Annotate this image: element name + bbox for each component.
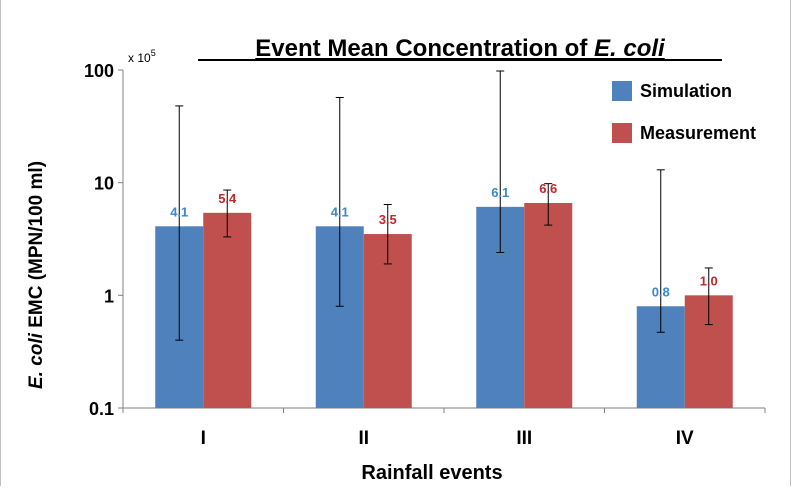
value-label: 6.6 — [539, 181, 557, 196]
legend-label: Simulation — [640, 81, 732, 101]
y-tick-label: 1 — [104, 286, 114, 306]
legend-swatch — [612, 123, 632, 143]
chart-title-main: Event Mean Concentration of — [255, 35, 594, 62]
x-tick-label: IV — [676, 428, 694, 449]
legend-label: Measurement — [640, 123, 756, 143]
x-axis-label: Rainfall events — [361, 462, 502, 484]
legend-swatch — [612, 81, 632, 101]
y-axis-label: E. coli EMC (MPN/100 ml) — [26, 161, 47, 389]
y-tick-label: 10 — [94, 174, 114, 194]
x-ticks: I II III IV — [122, 408, 766, 449]
y-axis-label-rest: EMC (MPN/100 ml) — [26, 161, 47, 333]
value-label: 1.0 — [700, 273, 718, 288]
value-label: 6.1 — [491, 185, 509, 200]
bars — [155, 202, 733, 408]
chart-title: Event Mean Concentration of E. coli — [255, 35, 666, 62]
scale-note: x 105 — [128, 48, 156, 65]
value-label: 3.5 — [379, 212, 397, 227]
value-labels: 4.1 4.1 6.1 0.8 5.4 3.5 6.6 1.0 — [170, 181, 718, 299]
scale-note-base: x 10 — [128, 51, 151, 65]
x-tick-label: I — [201, 428, 206, 449]
bar-measurement — [203, 212, 252, 408]
value-label: 4.1 — [170, 204, 188, 219]
y-tick-label: 0.1 — [89, 399, 114, 419]
y-axis-label-italic: E. coli — [26, 332, 47, 389]
chart-title-italic: E. coli — [594, 35, 666, 62]
x-tick-label: III — [516, 428, 532, 449]
value-label: 5.4 — [218, 191, 237, 206]
value-label: 0.8 — [652, 284, 670, 299]
bar-measurement — [524, 202, 573, 408]
legend: Simulation Measurement — [612, 81, 756, 143]
y-tick-label: 100 — [84, 61, 114, 81]
scale-note-exponent: 5 — [151, 48, 156, 58]
error-bars — [175, 70, 713, 341]
value-label: 4.1 — [331, 204, 349, 219]
y-ticks: 0.1 1 10 100 — [84, 61, 123, 419]
x-tick-label: II — [358, 428, 369, 449]
